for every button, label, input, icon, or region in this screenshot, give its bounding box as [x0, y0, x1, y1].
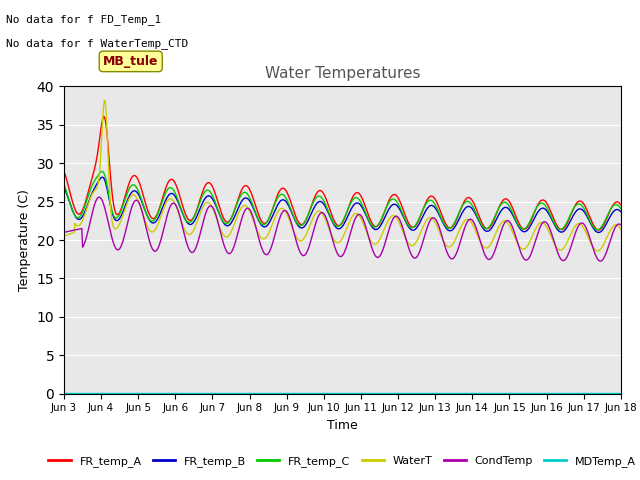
Legend: FR_temp_A, FR_temp_B, FR_temp_C, WaterT, CondTemp, MDTemp_A: FR_temp_A, FR_temp_B, FR_temp_C, WaterT,… [44, 451, 640, 471]
Y-axis label: Temperature (C): Temperature (C) [18, 189, 31, 291]
Title: Water Temperatures: Water Temperatures [265, 66, 420, 81]
Text: No data for f WaterTemp_CTD: No data for f WaterTemp_CTD [6, 38, 189, 49]
Text: MB_tule: MB_tule [103, 55, 159, 68]
X-axis label: Time: Time [327, 419, 358, 432]
Text: No data for f FD_Temp_1: No data for f FD_Temp_1 [6, 14, 162, 25]
